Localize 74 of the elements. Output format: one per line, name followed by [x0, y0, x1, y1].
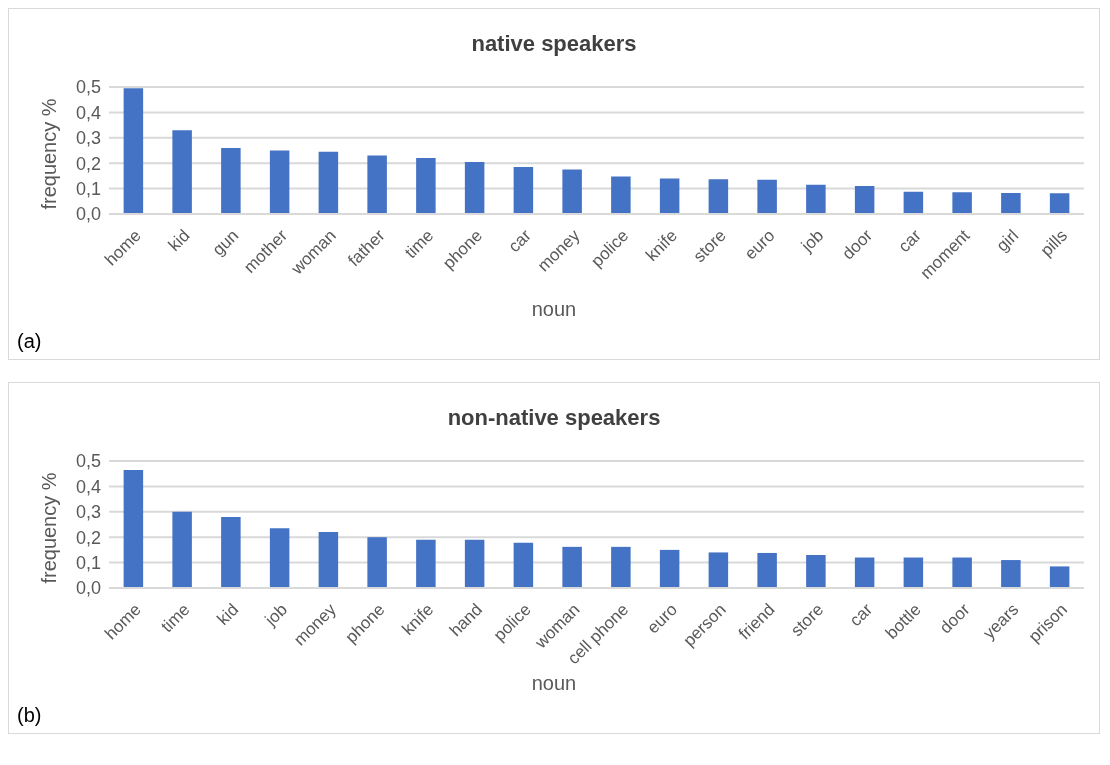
x-tick-label: car — [894, 225, 925, 257]
bar — [1001, 192, 1021, 214]
y-tick-label: 0,4 — [75, 102, 101, 123]
bar — [1001, 560, 1021, 588]
bar — [221, 516, 241, 588]
y-tick-label: 0,1 — [75, 178, 101, 199]
x-tick-label: time — [401, 225, 438, 263]
bar — [611, 546, 631, 588]
x-tick-label: job — [797, 225, 828, 257]
x-tick-label: girl — [992, 225, 1023, 256]
bar — [1049, 193, 1070, 214]
y-tick-label: 0,3 — [75, 502, 101, 523]
bar — [757, 179, 777, 214]
bar — [318, 151, 339, 214]
x-tick-label: car — [504, 225, 535, 257]
x-tick-label: kid — [164, 225, 194, 255]
chart-title: native speakers — [470, 31, 638, 57]
bar — [416, 539, 436, 588]
x-axis-title: noun — [530, 298, 578, 321]
y-tick-label: 0,3 — [75, 128, 101, 149]
bar — [562, 169, 582, 214]
bar — [611, 176, 631, 214]
bar — [854, 186, 875, 214]
bar — [318, 532, 339, 588]
text: (b) — [17, 704, 42, 727]
x-tick-label: time — [157, 599, 194, 637]
bar — [269, 150, 290, 214]
y-tick-label: 0,0 — [75, 578, 101, 599]
bar — [416, 158, 436, 214]
bar — [757, 552, 777, 588]
chart-title: non-native speakers — [446, 405, 662, 431]
bar — [172, 511, 192, 588]
bar — [464, 161, 485, 214]
x-axis-title: noun — [530, 672, 578, 695]
x-tick-label: car — [845, 599, 877, 631]
x-tick-label: euro — [643, 599, 681, 638]
y-tick-label: 0,0 — [75, 204, 101, 225]
bar — [659, 549, 680, 588]
x-tick-label: gun — [208, 225, 243, 260]
y-tick-label: 0,4 — [75, 476, 101, 497]
x-tick-label: job — [260, 599, 291, 631]
bar — [562, 546, 582, 588]
bar — [708, 552, 729, 588]
bar — [659, 178, 680, 214]
bar — [513, 542, 534, 588]
y-axis-title: frequency % — [37, 472, 61, 584]
y-tick-label: 0,5 — [75, 77, 101, 98]
y-tick-label: 0,1 — [75, 552, 101, 573]
y-tick-label: 0,2 — [75, 153, 101, 174]
x-tick-label: pills — [1036, 225, 1071, 261]
bar — [1049, 566, 1070, 588]
bar — [172, 130, 192, 214]
bar — [952, 557, 972, 588]
bar — [367, 537, 387, 588]
bar — [464, 539, 485, 588]
bar — [221, 147, 241, 214]
y-tick-label: 0,2 — [75, 527, 101, 548]
bar — [123, 88, 144, 214]
bar — [123, 469, 144, 588]
x-tick-label: kid — [213, 599, 243, 629]
y-axis-title: frequency % — [37, 98, 61, 210]
bar — [708, 179, 729, 214]
bar — [903, 557, 924, 588]
bar — [903, 191, 924, 214]
x-tick-label: euro — [740, 225, 779, 264]
bar — [269, 528, 290, 588]
y-tick-label: 0,5 — [75, 451, 101, 472]
bar — [513, 167, 534, 214]
bar — [952, 192, 972, 214]
bar — [367, 155, 387, 214]
bar — [806, 554, 826, 588]
bar — [854, 557, 875, 588]
bar — [806, 184, 826, 214]
text: (a) — [17, 330, 42, 353]
